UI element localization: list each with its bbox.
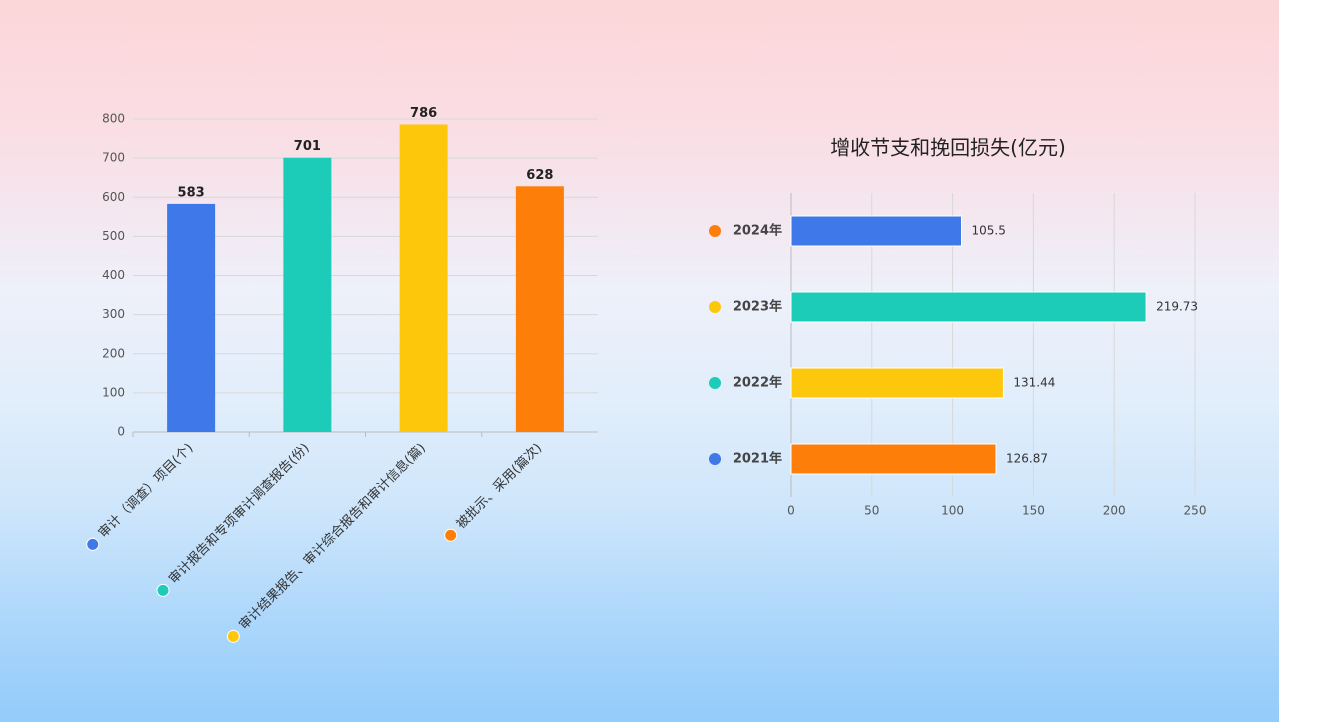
y-tick-label: 800	[102, 112, 125, 126]
bar	[790, 215, 962, 247]
value-label: 131.44	[1013, 376, 1055, 390]
x-tick-label: 250	[1184, 504, 1207, 518]
x-tick-label: 200	[1103, 504, 1126, 518]
x-tick-label: 0	[787, 504, 795, 518]
legend-dot	[709, 453, 721, 465]
value-label: 219.73	[1156, 300, 1198, 314]
value-label: 786	[410, 106, 437, 121]
y-tick-label: 2022年	[733, 375, 782, 391]
x-tick-label: 审计报告和专项审计调查报告(份)	[166, 441, 312, 587]
value-label: 628	[526, 168, 553, 183]
legend-dot	[226, 629, 240, 643]
y-tick-label: 300	[102, 307, 125, 321]
y-tick-label: 200	[102, 346, 125, 360]
bar	[515, 186, 564, 432]
y-tick-label: 2021年	[733, 451, 782, 467]
legend-dot	[709, 301, 721, 313]
y-tick-label: 2024年	[733, 223, 782, 239]
bar	[167, 203, 216, 432]
bar	[790, 367, 1004, 399]
y-tick-label: 500	[102, 229, 125, 243]
x-tick-label: 150	[1022, 504, 1045, 518]
chart-title: 增收节支和挽回损失(亿元)	[830, 136, 1066, 160]
value-label: 583	[178, 185, 205, 200]
legend-dot	[709, 225, 721, 237]
value-label: 105.5	[971, 224, 1005, 238]
y-tick-label: 100	[102, 385, 125, 399]
bar	[283, 157, 332, 432]
y-tick-label: 600	[102, 190, 125, 204]
legend-dot	[86, 537, 100, 551]
legend-dot	[709, 377, 721, 389]
x-tick-label: 审计（调查）项目(个)	[96, 441, 197, 542]
x-tick-label: 50	[864, 504, 879, 518]
x-tick-label: 100	[941, 504, 964, 518]
legend-dot	[444, 528, 458, 542]
y-tick-label: 2023年	[733, 299, 782, 315]
value-label: 126.87	[1006, 452, 1048, 466]
value-label: 701	[294, 139, 321, 154]
bar	[399, 124, 448, 432]
x-tick-label: 被批示、采用(篇次)	[453, 440, 545, 532]
legend-dot	[156, 583, 170, 597]
x-tick-label: 审计结果报告、审计综合报告和审计信息(篇)	[236, 440, 429, 633]
y-tick-label: 0	[117, 425, 125, 439]
y-tick-label: 700	[102, 151, 125, 165]
bar	[790, 443, 997, 475]
y-tick-label: 400	[102, 268, 125, 282]
bar	[790, 291, 1147, 323]
